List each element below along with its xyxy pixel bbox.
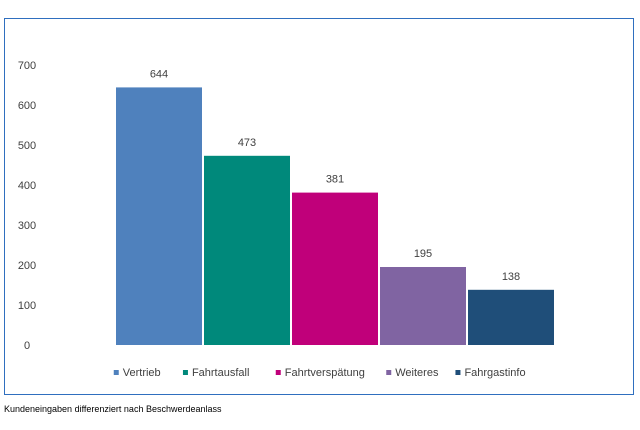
chart-caption: Kundeneingaben differenziert nach Beschw… bbox=[4, 404, 222, 414]
data-label: 195 bbox=[414, 248, 432, 260]
y-tick-label: 0 bbox=[24, 340, 30, 352]
legend-swatch bbox=[275, 370, 281, 375]
data-label: 644 bbox=[150, 68, 168, 80]
legend-swatch bbox=[113, 370, 119, 375]
y-tick-label: 200 bbox=[18, 260, 36, 272]
y-tick-label: 700 bbox=[18, 60, 36, 72]
bar-weiteres bbox=[380, 267, 466, 345]
legend-label: Fahrgastinfo bbox=[464, 367, 525, 379]
legend-swatch bbox=[182, 370, 188, 375]
data-label: 473 bbox=[238, 137, 256, 149]
legend-label: Fahrtausfall bbox=[192, 367, 249, 379]
bar-fahrtverspätung bbox=[292, 192, 378, 345]
y-tick-label: 100 bbox=[18, 300, 36, 312]
legend-label: Vertrieb bbox=[123, 367, 161, 379]
legend-label: Fahrtverspätung bbox=[285, 367, 365, 379]
y-tick-label: 600 bbox=[18, 100, 36, 112]
y-tick-label: 400 bbox=[18, 180, 36, 192]
y-tick-label: 500 bbox=[18, 140, 36, 152]
legend-label: Weiteres bbox=[395, 367, 439, 379]
y-tick-label: 300 bbox=[18, 220, 36, 232]
bar-fahrgastinfo bbox=[468, 289, 554, 345]
legend-swatch bbox=[455, 370, 461, 375]
bar-fahrtausfall bbox=[204, 155, 290, 345]
chart-frame: 0 100 200 300 400 500 600 700 644 473 381 195 138 Ver… bbox=[4, 18, 634, 395]
bar-vertrieb bbox=[116, 87, 202, 346]
legend-swatch bbox=[386, 370, 392, 375]
data-label: 381 bbox=[326, 174, 344, 186]
bar-chart: 0 100 200 300 400 500 600 700 644 473 381 195 138 Ver… bbox=[18, 60, 554, 379]
data-label: 138 bbox=[502, 271, 520, 283]
